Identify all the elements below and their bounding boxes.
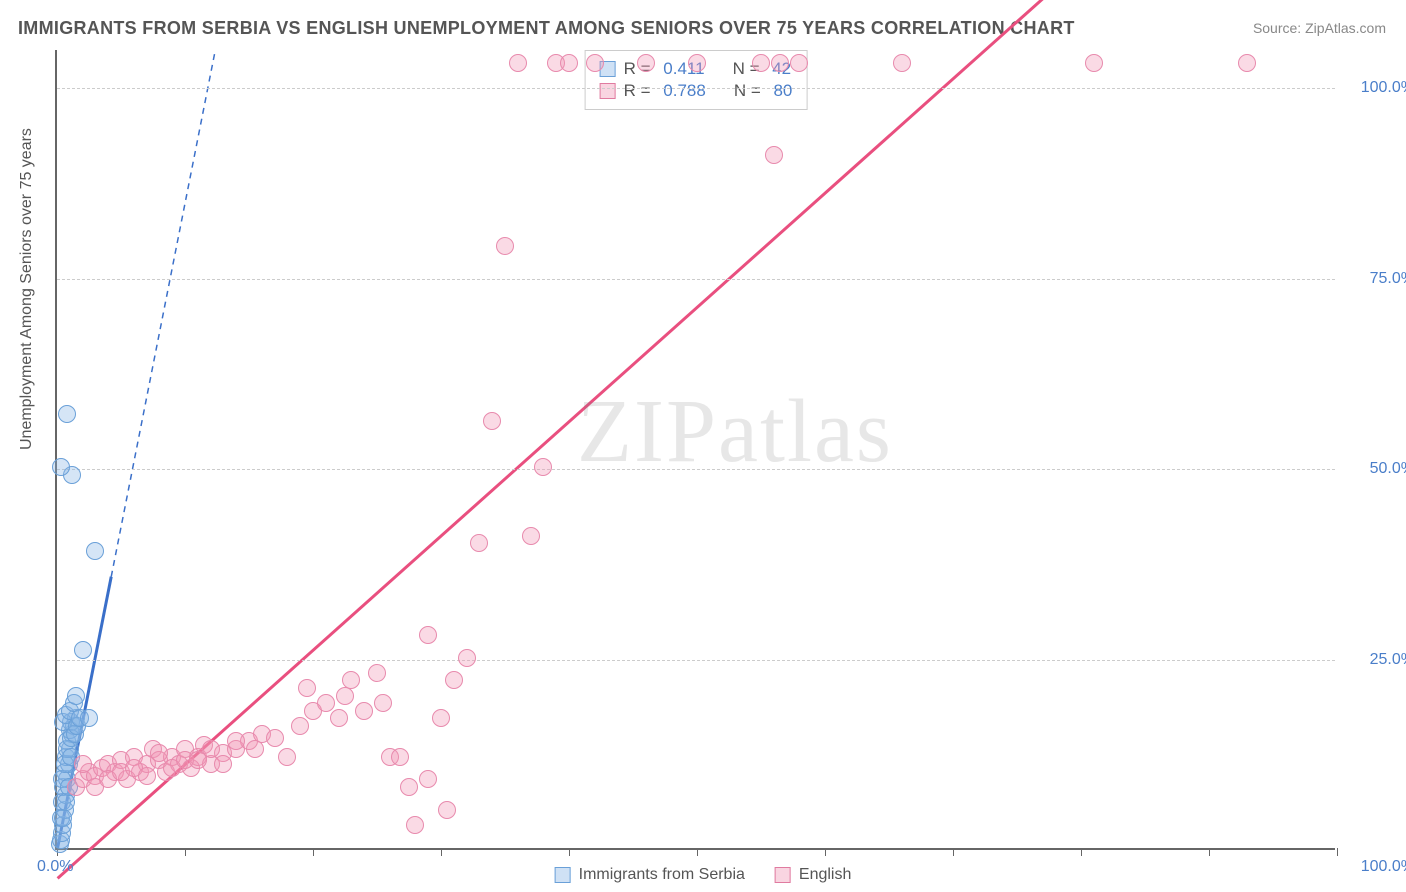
legend-n-value: 80 <box>769 81 793 101</box>
scatter-point <box>57 793 75 811</box>
scatter-point <box>419 770 437 788</box>
scatter-point <box>52 458 70 476</box>
x-tick <box>1081 848 1082 856</box>
scatter-point <box>893 54 911 72</box>
trend-line-extension <box>111 50 215 577</box>
trend-lines-layer <box>57 50 1335 848</box>
x-tick <box>953 848 954 856</box>
chart-title: IMMIGRANTS FROM SERBIA VS ENGLISH UNEMPL… <box>18 18 1075 39</box>
scatter-point <box>406 816 424 834</box>
legend-r-label: R = <box>624 81 651 101</box>
legend-row: R = 0.788 N = 80 <box>600 81 793 101</box>
scatter-point <box>483 412 501 430</box>
scatter-point <box>368 664 386 682</box>
scatter-point <box>330 709 348 727</box>
y-tick-label: 75.0% <box>1345 270 1406 288</box>
scatter-point <box>522 527 540 545</box>
scatter-point <box>355 702 373 720</box>
y-tick-label: 100.0% <box>1345 79 1406 97</box>
scatter-point <box>202 740 220 758</box>
legend-swatch-icon <box>600 83 616 99</box>
scatter-point <box>509 54 527 72</box>
scatter-point <box>80 709 98 727</box>
scatter-point <box>458 649 476 667</box>
scatter-point <box>298 679 316 697</box>
scatter-point <box>560 54 578 72</box>
scatter-point <box>74 641 92 659</box>
x-axis-hundred-label: 100.0% <box>1345 858 1406 876</box>
scatter-point <box>227 732 245 750</box>
y-axis-label: Unemployment Among Seniors over 75 years <box>18 128 36 450</box>
gridline <box>57 469 1335 470</box>
scatter-point <box>765 146 783 164</box>
x-tick <box>185 848 186 856</box>
x-tick <box>569 848 570 856</box>
y-tick-label: 50.0% <box>1345 460 1406 478</box>
scatter-point <box>496 237 514 255</box>
x-tick <box>313 848 314 856</box>
scatter-point <box>278 748 296 766</box>
scatter-point <box>586 54 604 72</box>
x-tick <box>825 848 826 856</box>
scatter-point <box>1085 54 1103 72</box>
legend-series-item: Immigrants from Serbia <box>555 866 745 884</box>
y-tick-label: 25.0% <box>1345 651 1406 669</box>
scatter-point <box>1238 54 1256 72</box>
scatter-point <box>86 542 104 560</box>
legend-n-label: N = <box>734 81 761 101</box>
series-legend: Immigrants from Serbia English <box>555 866 852 884</box>
scatter-point <box>637 54 655 72</box>
scatter-point <box>74 755 92 773</box>
scatter-point <box>214 755 232 773</box>
gridline <box>57 660 1335 661</box>
x-tick <box>1209 848 1210 856</box>
legend-swatch-icon <box>775 867 791 883</box>
scatter-point <box>317 694 335 712</box>
scatter-point <box>266 729 284 747</box>
scatter-point <box>688 54 706 72</box>
scatter-point <box>752 54 770 72</box>
scatter-point <box>58 405 76 423</box>
gridline <box>57 88 1335 89</box>
scatter-point <box>790 54 808 72</box>
scatter-point <box>419 626 437 644</box>
scatter-point <box>67 687 85 705</box>
scatter-point <box>445 671 463 689</box>
scatter-point <box>534 458 552 476</box>
legend-swatch-icon <box>555 867 571 883</box>
scatter-point <box>150 744 168 762</box>
scatter-point <box>400 778 418 796</box>
scatter-point <box>291 717 309 735</box>
scatter-point <box>470 534 488 552</box>
x-tick <box>697 848 698 856</box>
scatter-point <box>342 671 360 689</box>
legend-r-value: 0.788 <box>659 81 706 101</box>
source-attribution: Source: ZipAtlas.com <box>1253 20 1386 36</box>
scatter-point <box>771 54 789 72</box>
x-axis-zero-label: 0.0% <box>37 858 73 876</box>
scatter-point <box>138 767 156 785</box>
scatter-point <box>374 694 392 712</box>
legend-series-label: English <box>799 866 851 884</box>
gridline <box>57 279 1335 280</box>
scatter-point <box>432 709 450 727</box>
scatter-point <box>438 801 456 819</box>
x-tick <box>1337 848 1338 856</box>
scatter-point <box>54 809 72 827</box>
chart-plot-area: ZIPatlas R = 0.411N = 42R = 0.788N = 80 … <box>55 50 1335 850</box>
x-tick <box>441 848 442 856</box>
scatter-point <box>391 748 409 766</box>
legend-series-label: Immigrants from Serbia <box>579 866 745 884</box>
legend-series-item: English <box>775 866 851 884</box>
